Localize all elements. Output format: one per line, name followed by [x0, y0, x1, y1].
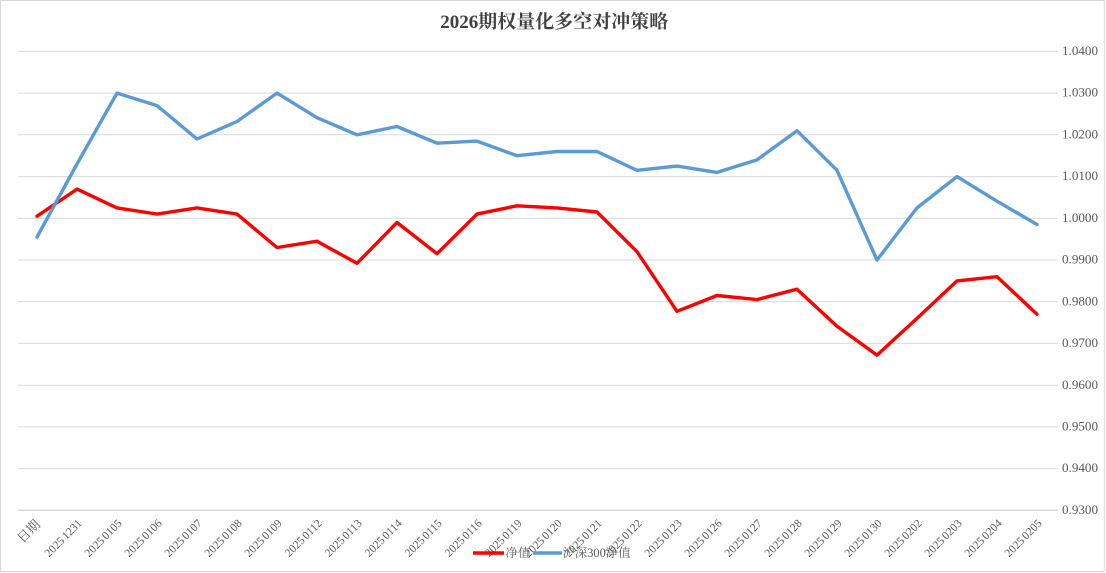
svg-text:0.9300: 0.9300	[1062, 503, 1098, 517]
svg-text:1.0000: 1.0000	[1062, 211, 1098, 225]
svg-text:0.9500: 0.9500	[1062, 420, 1098, 434]
svg-text:300: 300	[587, 546, 606, 560]
svg-text:0.9600: 0.9600	[1062, 378, 1098, 392]
svg-text:1.0100: 1.0100	[1062, 169, 1098, 183]
svg-text:1.0400: 1.0400	[1062, 44, 1098, 58]
svg-text:1.0200: 1.0200	[1062, 127, 1098, 141]
svg-text:0.9800: 0.9800	[1062, 294, 1098, 308]
svg-text:0.9400: 0.9400	[1062, 461, 1098, 475]
svg-text:1.0300: 1.0300	[1062, 86, 1098, 100]
svg-text:0.9900: 0.9900	[1062, 253, 1098, 267]
svg-text:0.9700: 0.9700	[1062, 336, 1098, 350]
svg-text:2026: 2026	[440, 12, 478, 33]
